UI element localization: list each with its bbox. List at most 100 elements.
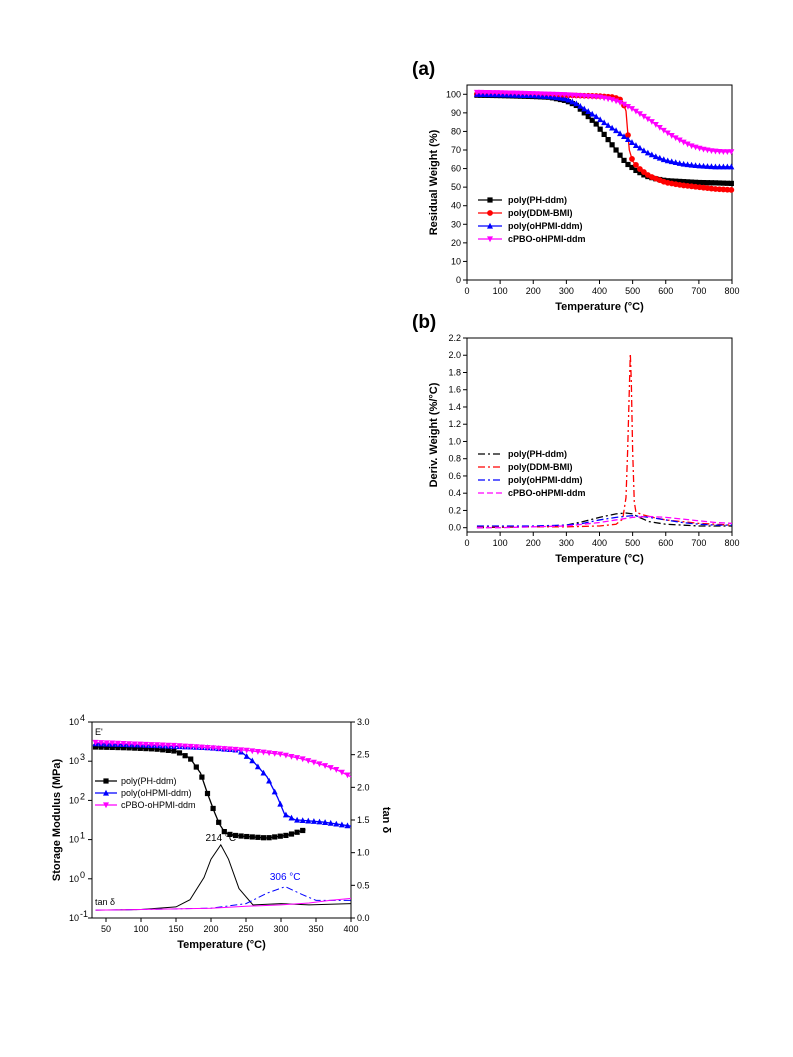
- y-tick-label: 60: [451, 164, 461, 174]
- data-point: [677, 178, 683, 185]
- series-poly-ph-ddm: [92, 744, 306, 841]
- data-point: [243, 753, 250, 759]
- legend-label: cPBO-oHPMI-ddm: [508, 488, 586, 498]
- data-point: [288, 831, 295, 837]
- x-axis-label: Temperature (°C): [177, 939, 266, 951]
- legend-label: cPBO-oHPMI-ddm: [508, 234, 586, 244]
- data-point: [637, 170, 643, 176]
- data-point: [266, 777, 273, 784]
- data-point: [103, 740, 110, 747]
- legend-label: poly(oHPMI-ddm): [508, 221, 583, 231]
- data-point: [617, 99, 624, 106]
- data-point: [712, 180, 719, 186]
- data-point: [160, 747, 166, 753]
- data-point: [131, 741, 138, 748]
- x-tick-label: 300: [273, 924, 288, 934]
- legend-label: poly(DDM-BMI): [508, 208, 573, 218]
- x-tick-label: 500: [625, 286, 640, 296]
- data-point: [238, 833, 244, 839]
- data-point: [640, 169, 647, 175]
- data-point: [188, 756, 194, 762]
- series-line: [476, 514, 732, 527]
- legend-marker: [487, 236, 493, 243]
- legend-label: poly(PH-ddm): [508, 195, 567, 205]
- legend-marker: [487, 197, 493, 203]
- data-point: [728, 180, 734, 187]
- data-point: [109, 740, 116, 747]
- series-line: [476, 515, 733, 529]
- data-point: [617, 130, 624, 137]
- data-point: [204, 790, 211, 797]
- y-tick-label: 10: [69, 756, 79, 766]
- data-point: [625, 132, 631, 139]
- data-point: [609, 142, 615, 148]
- data-point: [585, 108, 592, 114]
- data-point: [244, 833, 250, 840]
- data-point: [589, 93, 596, 100]
- data-point: [633, 161, 639, 168]
- data-point: [589, 110, 596, 117]
- data-point: [724, 163, 731, 170]
- data-point: [249, 834, 255, 840]
- series-poly-ph-ddm: [476, 512, 732, 529]
- data-point: [688, 179, 695, 185]
- x-tick-label: 50: [101, 924, 111, 934]
- data-point: [716, 163, 723, 170]
- data-point: [601, 119, 608, 126]
- series-tan-delta-3: [95, 843, 352, 911]
- data-point: [327, 819, 334, 826]
- data-point: [126, 745, 132, 751]
- data-point: [561, 95, 568, 102]
- data-point: [700, 180, 707, 186]
- data-point: [171, 748, 177, 754]
- data-point: [338, 769, 345, 776]
- data-point: [696, 162, 703, 169]
- data-point: [569, 92, 576, 99]
- x-axis-label: Temperature (°C): [555, 553, 644, 565]
- data-point: [700, 162, 707, 169]
- data-point: [126, 741, 133, 748]
- legend-label: poly(oHPMI-ddm): [121, 788, 192, 798]
- y-tick-label: 10: [69, 835, 79, 845]
- data-point: [712, 163, 719, 170]
- data-point: [249, 757, 256, 764]
- legend-label: poly(PH-ddm): [121, 776, 177, 786]
- data-point: [316, 761, 323, 768]
- x-tick-label: 100: [493, 538, 508, 548]
- data-point: [148, 746, 155, 752]
- data-point: [216, 819, 222, 825]
- data-point: [632, 142, 639, 148]
- data-point: [305, 817, 312, 824]
- panel-label: (b): [412, 312, 436, 333]
- x-tick-label: 350: [308, 924, 323, 934]
- data-point: [232, 832, 239, 839]
- data-point: [221, 746, 228, 752]
- y-tick-exponent: -1: [80, 909, 88, 919]
- legend-marker: [103, 789, 109, 796]
- y-tick-exponent: 0: [80, 870, 85, 880]
- data-point: [628, 106, 635, 112]
- data-point: [652, 122, 659, 128]
- data-point: [728, 186, 735, 193]
- data-point: [322, 763, 329, 769]
- data-point: [344, 772, 351, 779]
- data-point: [613, 147, 619, 153]
- data-point: [243, 747, 250, 754]
- data-point: [621, 157, 627, 163]
- data-point: [505, 90, 512, 97]
- series-cpbo-ohpmi-ddm: [476, 515, 733, 529]
- data-point: [198, 744, 205, 751]
- legend-label: poly(DDM-BMI): [508, 462, 573, 472]
- series-cpbo-ohpmi-ddm: [92, 739, 352, 779]
- data-point: [565, 96, 572, 103]
- data-point: [154, 742, 161, 749]
- legend: poly(PH-ddm) poly(oHPMI-ddm) cPBO-oHPMI-dd…: [95, 776, 196, 810]
- x-tick-label: 200: [526, 538, 541, 548]
- data-point: [92, 744, 99, 750]
- data-point: [704, 180, 711, 186]
- data-point: [684, 141, 691, 148]
- data-point: [497, 90, 504, 97]
- y-tick-label: 0.8: [448, 454, 461, 464]
- y-axis-label: Residual Weight (%): [428, 129, 440, 235]
